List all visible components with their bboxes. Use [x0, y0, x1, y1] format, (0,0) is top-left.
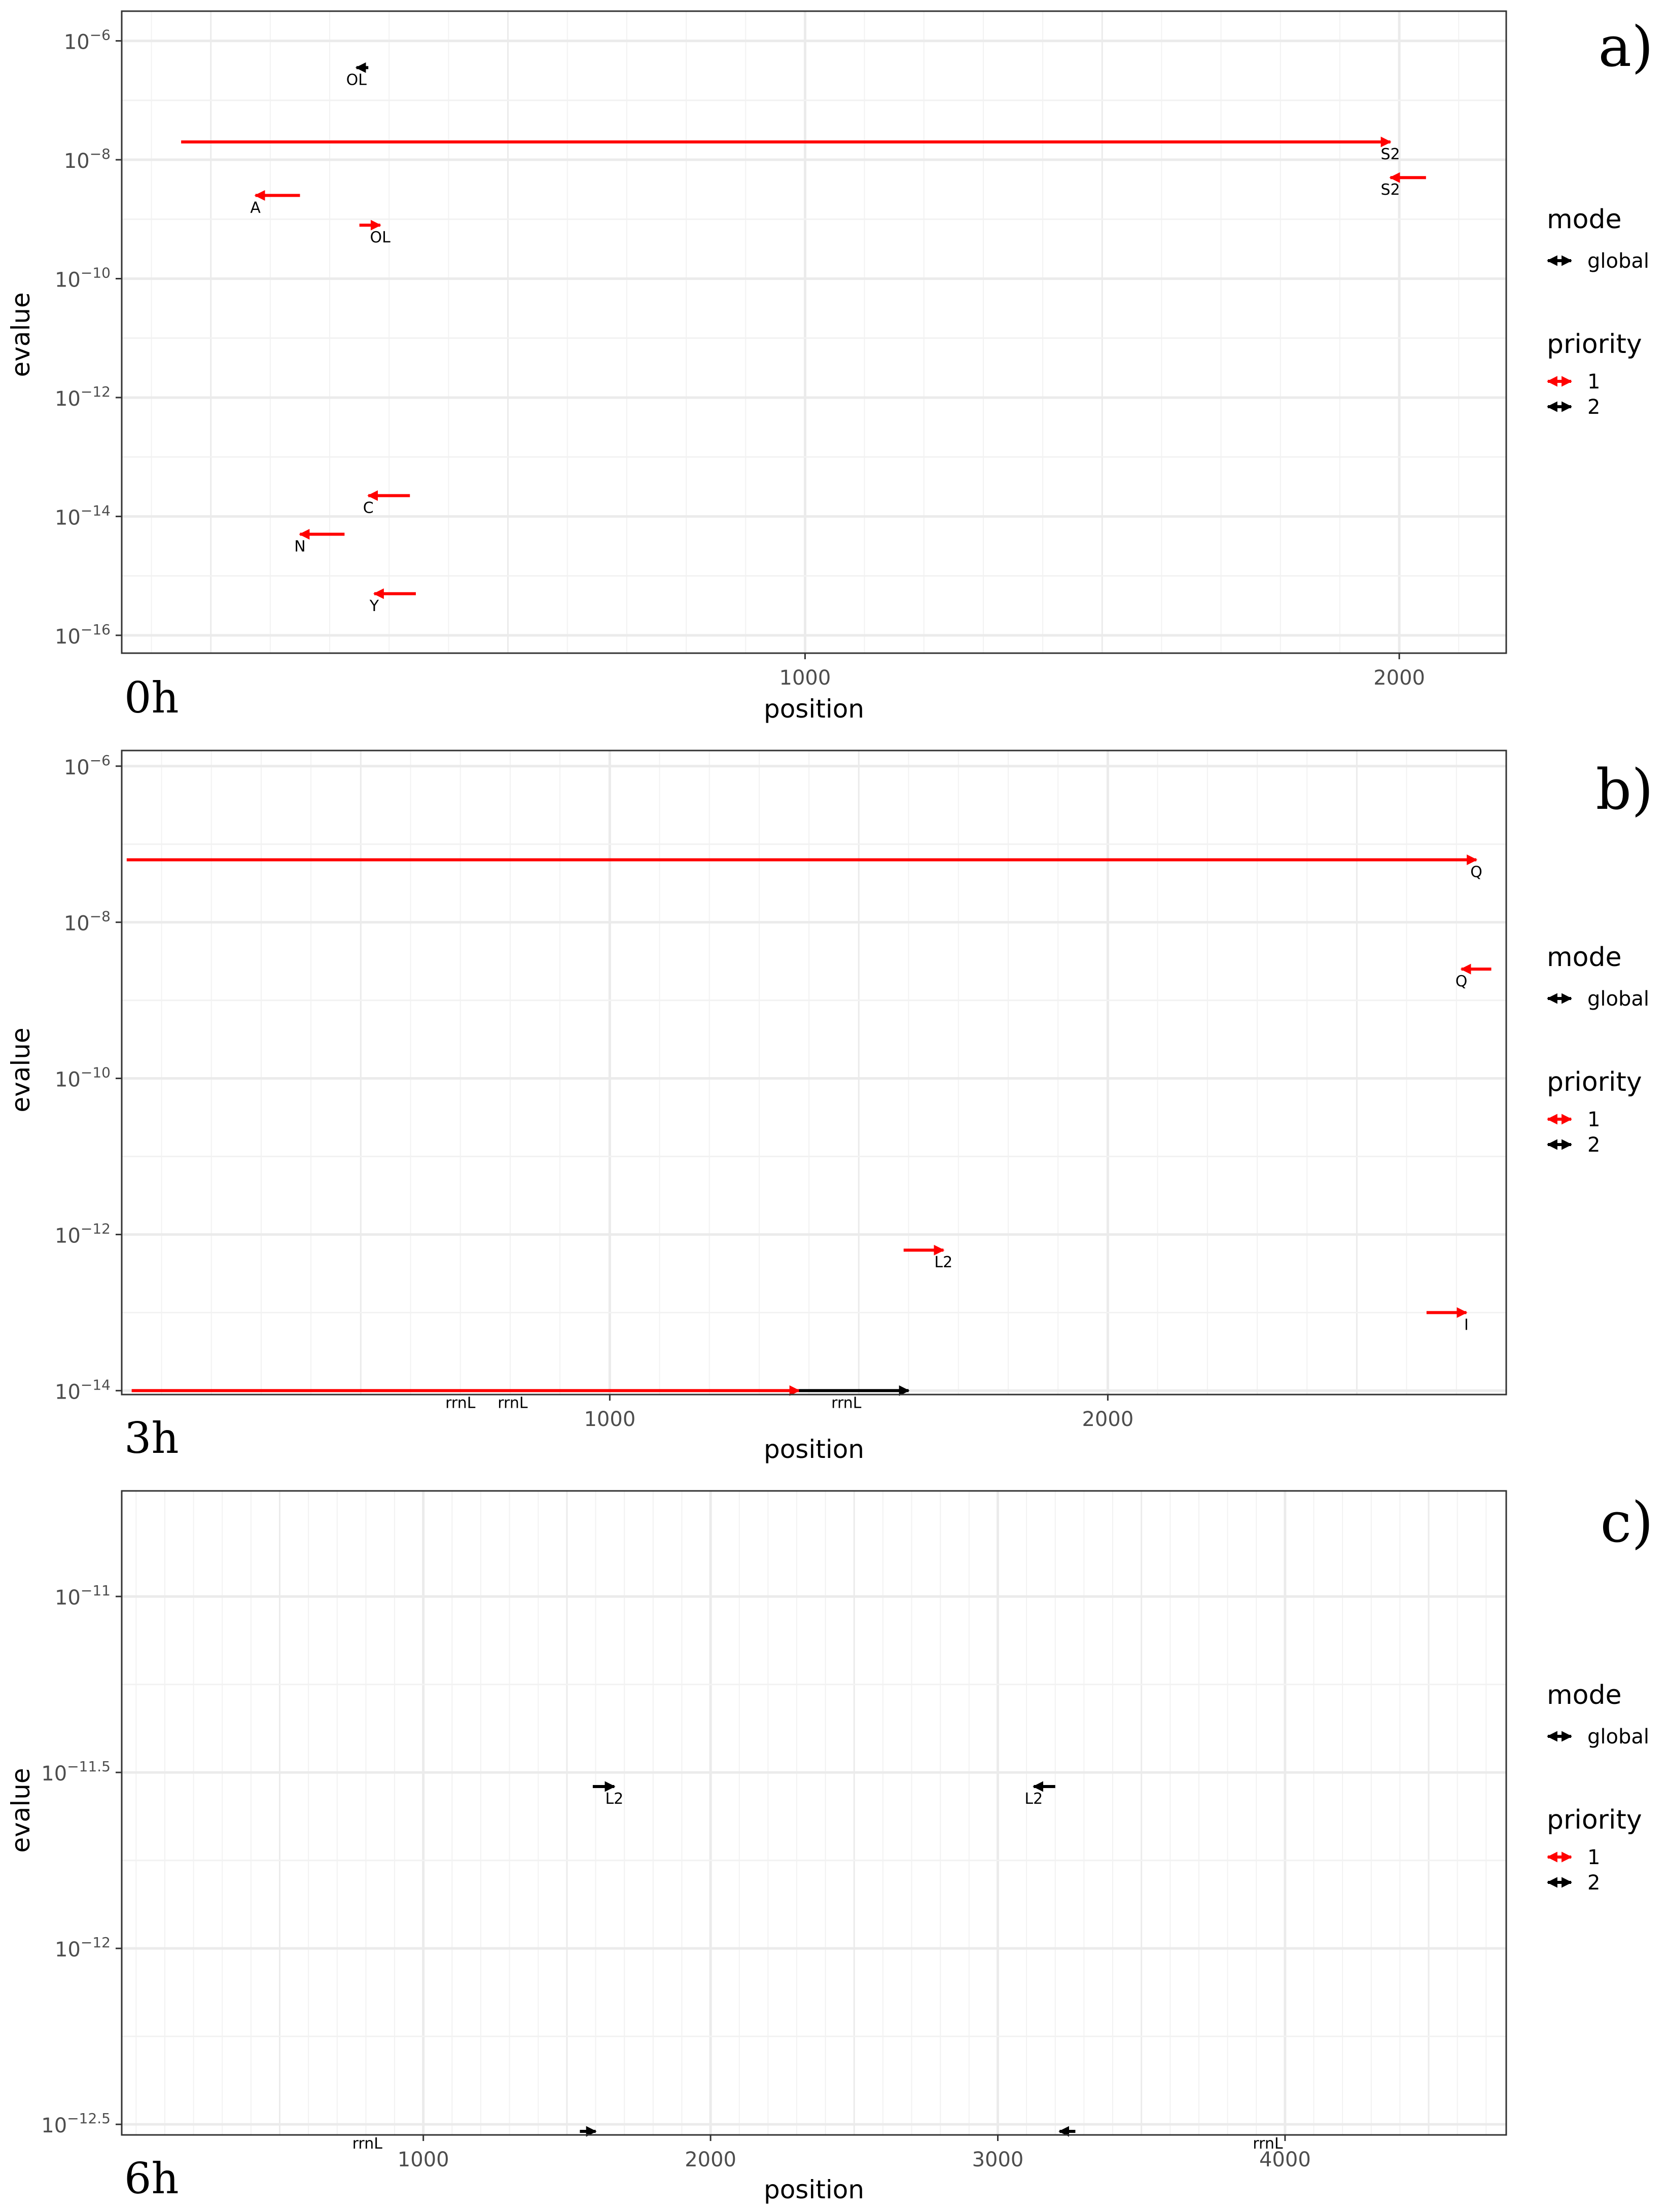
- x-axis-title: position: [764, 1435, 864, 1464]
- legend-title-priority: priority: [1547, 329, 1642, 360]
- y-tick-label: 10−12: [55, 1220, 111, 1247]
- legend-label-mode: global: [1587, 987, 1649, 1011]
- feature-label: L2: [605, 1790, 623, 1808]
- x-axis-title: position: [764, 694, 864, 724]
- feature-label: Q: [1456, 973, 1468, 990]
- panels: Y N C OL A S2 S2 OL 10−6 10−8 10−10 10−12 10−14 10−16…: [6, 10, 1654, 2204]
- feature-label: L2: [1024, 1790, 1043, 1808]
- panel-letter: c): [1600, 1490, 1653, 1555]
- panel-background: [122, 1491, 1506, 2135]
- feature-label: S2: [1380, 146, 1400, 163]
- feature-label: Q: [1470, 864, 1482, 881]
- feature-label: rrnL: [831, 1394, 862, 1412]
- y-axis: 10−6 10−8 10−10 10−12 10−14: [55, 752, 122, 1404]
- time-label: 0h: [124, 673, 179, 723]
- y-axis: 10−6 10−8 10−10 10−12 10−14 10−16: [55, 27, 122, 649]
- y-tick-label: 10−16: [55, 621, 111, 649]
- panel-2: rrnL rrnL rrnL I L2 Q Q 10−6 10−8 10−10 10−12 10−14…: [6, 750, 1653, 1464]
- y-tick-label: 10−8: [64, 146, 111, 173]
- x-tick-label: 4000: [1259, 2148, 1311, 2171]
- feature-label: rrnL: [445, 1394, 476, 1412]
- x-tick-label: 2000: [1373, 666, 1425, 690]
- x-axis: 1000 2000 3000 4000: [398, 2135, 1311, 2171]
- panel-border: [121, 10, 1507, 654]
- y-tick-label: 10−12: [55, 383, 111, 411]
- feature-label: rrnL: [1253, 2135, 1283, 2153]
- feature-label: S2: [1380, 181, 1400, 199]
- panel-1: Y N C OL A S2 S2 OL 10−6 10−8 10−10 10−12 10−14 10−16…: [6, 10, 1654, 724]
- legend-label-priority: 1: [1587, 370, 1600, 394]
- feature-label: rrnL: [352, 2135, 383, 2153]
- panel-background: [122, 11, 1506, 653]
- legend-label-priority: 2: [1587, 396, 1600, 419]
- legend-label-priority: 1: [1587, 1108, 1600, 1131]
- feature-label: OL: [346, 71, 367, 89]
- x-tick-label: 2000: [1082, 1408, 1133, 1431]
- legend-label-mode: global: [1587, 1725, 1649, 1749]
- y-tick-label: 10−11: [55, 1582, 111, 1610]
- feature-label: Y: [369, 597, 379, 615]
- feature-label: N: [294, 538, 305, 556]
- feature-label: rrnL: [498, 1394, 528, 1412]
- x-tick-label: 3000: [972, 2148, 1024, 2171]
- legend: mode global priority 12: [1546, 204, 1649, 419]
- features: Y N C OL A S2 S2 OL: [181, 62, 1426, 615]
- y-tick-label: 10−6: [64, 27, 111, 54]
- panel-border: [121, 1490, 1507, 2136]
- legend-label-priority: 2: [1587, 1133, 1600, 1157]
- legend: mode global priority 12: [1546, 942, 1649, 1157]
- x-tick-label: 1000: [398, 2148, 449, 2171]
- y-tick-label: 10−14: [55, 502, 111, 529]
- y-tick-label: 10−10: [55, 265, 111, 292]
- legend-title-mode: mode: [1547, 1680, 1621, 1710]
- x-axis: 1000 2000: [584, 1395, 1133, 1431]
- features: rrnL rrnL L2 L2: [352, 1781, 1283, 2153]
- features: rrnL rrnL rrnL I L2 Q Q: [126, 854, 1492, 1412]
- y-tick-label: 10−14: [55, 1376, 111, 1404]
- grid: [122, 11, 1506, 653]
- legend-title-priority: priority: [1547, 1067, 1642, 1097]
- y-axis: 10−11 10−11.5 10−12 10−12.5: [41, 1582, 122, 2137]
- x-tick-label: 1000: [584, 1408, 635, 1431]
- legend-label-priority: 2: [1587, 1871, 1600, 1895]
- y-tick-label: 10−11.5: [41, 1758, 111, 1786]
- feature-label: C: [363, 499, 374, 517]
- y-axis-title: evalue: [6, 292, 36, 377]
- time-label: 3h: [124, 1413, 179, 1463]
- legend-title-priority: priority: [1547, 1805, 1642, 1835]
- panel-letter: a): [1599, 14, 1654, 79]
- feature-label: L2: [934, 1254, 952, 1271]
- time-label: 6h: [124, 2154, 179, 2203]
- legend-label-priority: 1: [1587, 1846, 1600, 1869]
- legend-title-mode: mode: [1547, 204, 1621, 235]
- y-tick-label: 10−6: [64, 752, 111, 779]
- y-tick-label: 10−12.5: [41, 2110, 111, 2137]
- panel-letter: b): [1596, 757, 1653, 822]
- panel-3: rrnL rrnL L2 L2 10−11 10−11.5 10−12 10−12.5 1000…: [6, 1490, 1653, 2204]
- panel-background: [122, 751, 1506, 1395]
- y-tick-label: 10−12: [55, 1934, 111, 1961]
- feature-label: OL: [370, 229, 391, 246]
- x-axis: 1000 2000: [779, 653, 1425, 690]
- feature-label: I: [1464, 1316, 1469, 1334]
- legend: mode global priority 12: [1546, 1680, 1649, 1895]
- legend-label-mode: global: [1587, 249, 1649, 273]
- y-axis-title: evalue: [6, 1027, 36, 1112]
- y-tick-label: 10−10: [55, 1064, 111, 1092]
- feature-label: A: [250, 199, 261, 217]
- x-tick-label: 2000: [685, 2148, 736, 2171]
- y-tick-label: 10−8: [64, 908, 111, 936]
- y-axis-title: evalue: [6, 1768, 36, 1852]
- x-axis-title: position: [764, 2175, 864, 2204]
- grid: [122, 1491, 1506, 2135]
- panel-border: [121, 750, 1507, 1396]
- x-tick-label: 1000: [779, 666, 831, 690]
- legend-title-mode: mode: [1547, 942, 1621, 973]
